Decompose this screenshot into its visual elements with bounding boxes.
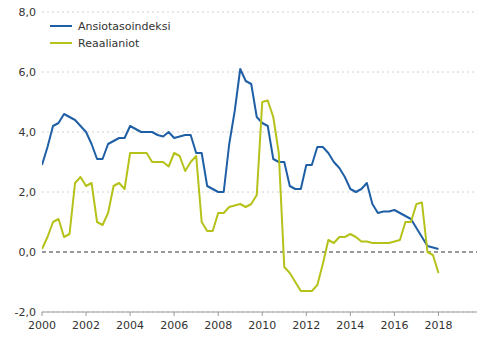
y-tick-label: 4,0 [19, 126, 37, 139]
x-tick [174, 312, 175, 316]
x-tick [350, 312, 351, 316]
y-grid [42, 12, 477, 312]
chart: -2,00,02,04,06,08,0200020022004200620082… [0, 0, 491, 340]
x-tick-labels: 2000 2002 2004 2006 2008 2010 2012 2014 2016 2018 [28, 312, 452, 332]
grid-line [42, 72, 477, 73]
x-tick [306, 312, 307, 316]
zero-line [42, 252, 477, 253]
x-tick-label: 2004 [116, 319, 144, 332]
x-tick [438, 312, 439, 316]
series-line [42, 69, 438, 249]
grid-line [42, 12, 477, 13]
legend-swatch [50, 25, 72, 27]
y-tick-label: 6,0 [19, 66, 37, 79]
x-tick-label: 2014 [336, 319, 364, 332]
x-tick [130, 312, 131, 316]
y-tick-labels: -2,0 0,0 2,0 4,0 6,0 8,0 [15, 6, 36, 319]
x-tick-label: 2002 [72, 319, 100, 332]
y-tick-label: 0,0 [19, 246, 37, 259]
x-axis-line [42, 312, 477, 313]
x-tick-label: 2010 [248, 319, 276, 332]
x-tick [42, 312, 43, 316]
x-tick-label: 2008 [204, 319, 232, 332]
series-line [42, 101, 438, 292]
legend-label: Reaalianiot [78, 37, 140, 50]
x-tick-label: 2018 [424, 319, 452, 332]
x-tick-label: 2016 [380, 319, 408, 332]
legend-swatch [50, 42, 72, 44]
x-tick-label: 2006 [160, 319, 188, 332]
x-tick-label: 2000 [28, 319, 56, 332]
legend-label: Ansiotasoindeksi [78, 20, 170, 33]
x-tick [394, 312, 395, 316]
grid-line [42, 312, 477, 313]
y-tick-label: 8,0 [19, 6, 37, 19]
x-tick-label: 2012 [292, 319, 320, 332]
x-tick [86, 312, 87, 316]
legend: Ansiotasoindeksi Reaalianiot [50, 20, 170, 50]
grid-line [42, 192, 477, 193]
y-tick-label: -2,0 [15, 306, 36, 319]
series-lines [42, 69, 438, 291]
y-tick-label: 2,0 [19, 186, 37, 199]
x-tick [262, 312, 263, 316]
x-tick [218, 312, 219, 316]
